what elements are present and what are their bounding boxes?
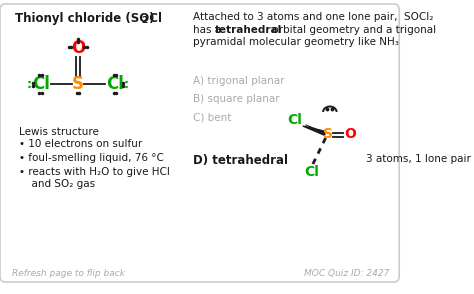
Text: Lewis structure: Lewis structure (18, 127, 99, 137)
Text: S: S (72, 75, 84, 93)
Text: Thionyl chloride (SOCl: Thionyl chloride (SOCl (15, 12, 162, 25)
Text: O: O (344, 127, 356, 141)
Text: S: S (323, 127, 333, 141)
Text: Cl: Cl (32, 75, 50, 93)
Text: A) trigonal planar: A) trigonal planar (193, 76, 284, 86)
Text: :: : (124, 78, 128, 91)
Text: C) bent: C) bent (193, 112, 231, 122)
Text: D) tetrahedral: D) tetrahedral (193, 154, 288, 167)
Text: ): ) (146, 12, 155, 25)
Text: and SO₂ gas: and SO₂ gas (26, 179, 95, 189)
Text: O: O (71, 39, 85, 57)
Text: 2: 2 (141, 16, 147, 25)
Text: • reacts with H₂O to give HCl: • reacts with H₂O to give HCl (18, 167, 170, 177)
Text: Attached to 3 atoms and one lone pair,  SOCl₂: Attached to 3 atoms and one lone pair, S… (193, 12, 433, 22)
Text: orbital geometry and a trigonal: orbital geometry and a trigonal (269, 25, 436, 35)
Text: MOC Quiz ID: 2427: MOC Quiz ID: 2427 (304, 269, 389, 278)
Text: • foul-smelling liquid, 76 °C: • foul-smelling liquid, 76 °C (18, 153, 164, 163)
Text: tetrahedral: tetrahedral (215, 25, 282, 35)
Text: 3 atoms, 1 lone pair: 3 atoms, 1 lone pair (366, 154, 471, 164)
Text: :: : (27, 78, 32, 91)
Polygon shape (303, 126, 324, 135)
Text: B) square planar: B) square planar (193, 94, 280, 104)
Text: Cl: Cl (106, 75, 124, 93)
Text: has a: has a (193, 25, 224, 35)
Text: Cl: Cl (304, 165, 319, 179)
Text: Cl: Cl (287, 113, 302, 127)
Text: Refresh page to flip back: Refresh page to flip back (12, 269, 125, 278)
Text: pyramidal molecular geometry like NH₃: pyramidal molecular geometry like NH₃ (193, 37, 399, 47)
FancyBboxPatch shape (0, 4, 399, 282)
Text: • 10 electrons on sulfur: • 10 electrons on sulfur (18, 139, 142, 149)
